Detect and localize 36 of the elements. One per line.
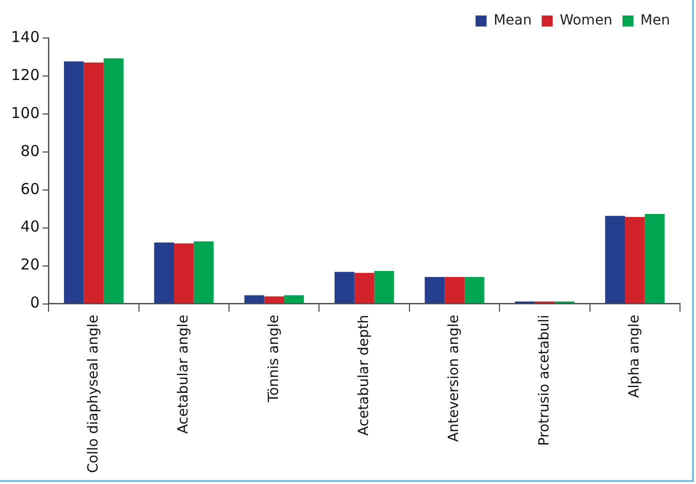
x-tick-label: Anteversion angle (446, 314, 462, 442)
y-tick-label: 120 (10, 66, 40, 84)
bar (264, 296, 284, 304)
bar (64, 61, 84, 304)
bar (84, 62, 104, 304)
y-tick-label: 140 (10, 28, 40, 46)
bar (605, 216, 625, 304)
x-tick-label: Tönnis angle (266, 314, 282, 404)
bar (354, 272, 374, 304)
y-tick-label: 40 (20, 218, 40, 236)
bar (174, 243, 194, 304)
y-tick-label: 80 (20, 142, 40, 160)
y-tick-label: 20 (20, 256, 40, 274)
legend-label: Women (560, 12, 612, 29)
bar (424, 277, 445, 304)
y-tick-label: 60 (20, 180, 40, 198)
x-tick-label: Acetabular angle (176, 314, 192, 434)
bar (624, 217, 645, 304)
legend-label: Men (640, 12, 670, 29)
x-tick-label: Alpha angle (626, 314, 643, 398)
bar (464, 277, 484, 304)
bar (244, 295, 264, 304)
bar (444, 277, 464, 304)
bar (154, 242, 174, 304)
bar (104, 58, 124, 304)
bar (334, 272, 354, 304)
x-tick-label: Collo diaphyseal angle (85, 314, 102, 474)
x-tick-label: Acetabular depth (356, 314, 372, 436)
y-tick-label: 0 (30, 294, 40, 312)
bar (644, 214, 665, 304)
legend-label: Mean (494, 12, 532, 29)
bar (374, 270, 394, 304)
bar (284, 295, 304, 304)
y-tick-label: 100 (10, 104, 40, 122)
x-tick-label: Protrusio acetabuli (536, 314, 552, 446)
bar (194, 241, 214, 304)
